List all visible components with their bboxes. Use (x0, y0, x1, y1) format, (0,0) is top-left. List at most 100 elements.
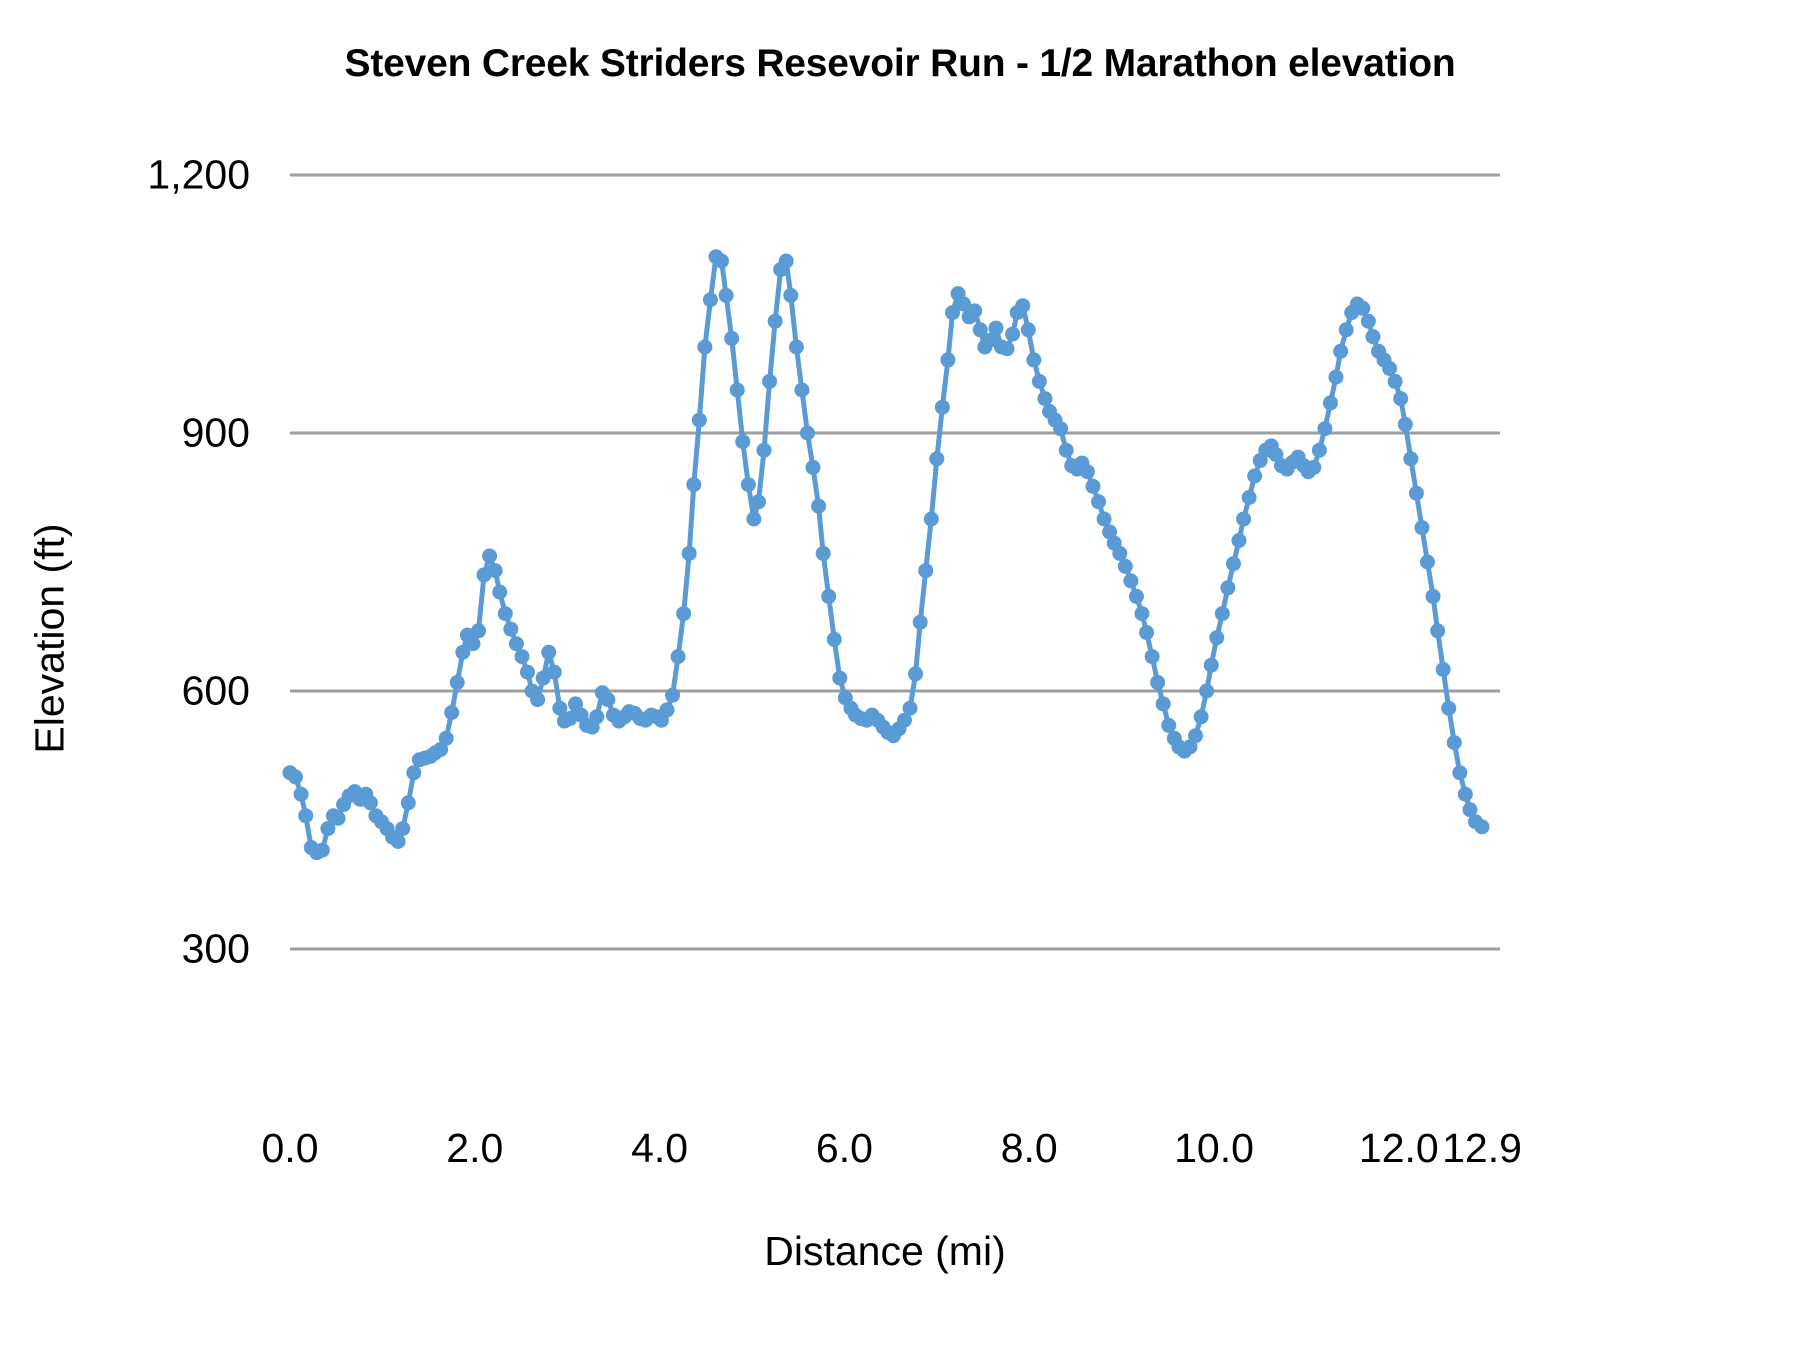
data-point (1457, 786, 1473, 802)
data-point (1214, 606, 1230, 622)
data-point (756, 442, 772, 458)
data-point (298, 808, 314, 824)
data-point (449, 674, 465, 690)
data-point (1317, 421, 1333, 437)
data-point (552, 700, 568, 716)
data-point (762, 373, 778, 389)
data-point (1387, 373, 1403, 389)
data-point (1408, 485, 1424, 501)
data-point (390, 834, 406, 849)
data-point (999, 341, 1015, 357)
data-point (1015, 298, 1031, 314)
data-point (1123, 573, 1139, 589)
data-point (1425, 588, 1441, 604)
data-point (681, 545, 697, 561)
data-point (1188, 728, 1204, 744)
data-point (982, 332, 998, 348)
data-point (330, 810, 346, 826)
data-point (487, 563, 503, 579)
data-point (400, 795, 416, 811)
data-point (956, 296, 972, 312)
data-point (1435, 662, 1451, 677)
data-point (691, 412, 707, 428)
data-point (1231, 533, 1247, 548)
data-point (1247, 468, 1263, 484)
data-point (1134, 606, 1150, 622)
data-point (788, 339, 804, 355)
data-point (497, 606, 513, 622)
data-point (288, 769, 304, 785)
data-point (1241, 490, 1257, 505)
data-point (1058, 442, 1074, 458)
data-point (912, 614, 928, 630)
data-point (1220, 580, 1236, 596)
elevation-line (287, 254, 1485, 856)
data-point (1112, 545, 1128, 561)
data-point (1338, 322, 1354, 338)
data-point (778, 253, 794, 269)
data-point (783, 287, 799, 303)
data-point (1414, 520, 1430, 536)
data-point (676, 606, 692, 622)
data-point (535, 670, 551, 686)
data-point (1155, 696, 1171, 712)
data-point (1144, 649, 1160, 665)
data-point (1328, 369, 1344, 385)
y-tick-label: 300 (181, 925, 250, 972)
data-point (1085, 478, 1101, 494)
data-point (908, 666, 924, 682)
data-point (697, 339, 713, 355)
y-tick-label: 600 (181, 667, 250, 714)
data-point (1268, 447, 1284, 462)
data-point (934, 399, 950, 415)
series-line (287, 254, 1485, 856)
data-point (659, 702, 675, 718)
data-point (1236, 511, 1252, 527)
data-point (1462, 802, 1478, 818)
data-point (724, 330, 740, 346)
data-point (1182, 739, 1198, 755)
x-tick-label: 8.0 (1000, 1125, 1058, 1171)
data-point (750, 494, 766, 510)
x-tick-label: 10.0 (1174, 1125, 1254, 1171)
data-point (1026, 352, 1042, 368)
x-tick-label: 12.0 (1358, 1125, 1439, 1171)
data-point (1139, 625, 1155, 641)
data-point (972, 322, 988, 338)
data-point (465, 636, 481, 652)
data-point (482, 548, 498, 564)
data-point (1161, 717, 1177, 733)
data-point (1117, 558, 1133, 574)
data-point (1311, 442, 1327, 458)
data-point (1005, 326, 1021, 342)
data-point (714, 253, 730, 269)
data-point (503, 621, 519, 637)
data-point (1441, 700, 1457, 716)
data-point (541, 644, 557, 660)
data-point (896, 712, 912, 728)
data-point (1150, 674, 1166, 690)
data-point (1365, 329, 1381, 345)
data-point (508, 636, 524, 652)
data-point (1474, 819, 1490, 835)
data-point (815, 545, 831, 561)
data-point (686, 477, 702, 493)
data-point (1096, 511, 1112, 527)
data-point (1020, 322, 1036, 338)
data-point (940, 352, 956, 368)
data-point (362, 795, 378, 811)
data-point (929, 451, 945, 467)
data-point (794, 382, 810, 398)
data-point (902, 700, 918, 716)
data-point (967, 303, 983, 319)
x-tick-label: 0.0 (261, 1125, 319, 1171)
data-point (1091, 494, 1107, 510)
data-point (821, 588, 837, 604)
data-point (589, 709, 605, 725)
data-point (444, 705, 460, 720)
data-point (514, 649, 530, 665)
data-point (455, 644, 471, 660)
y-tick-label: 1,200 (147, 151, 250, 198)
x-axis-title: Distance (mi) (764, 1228, 1006, 1274)
